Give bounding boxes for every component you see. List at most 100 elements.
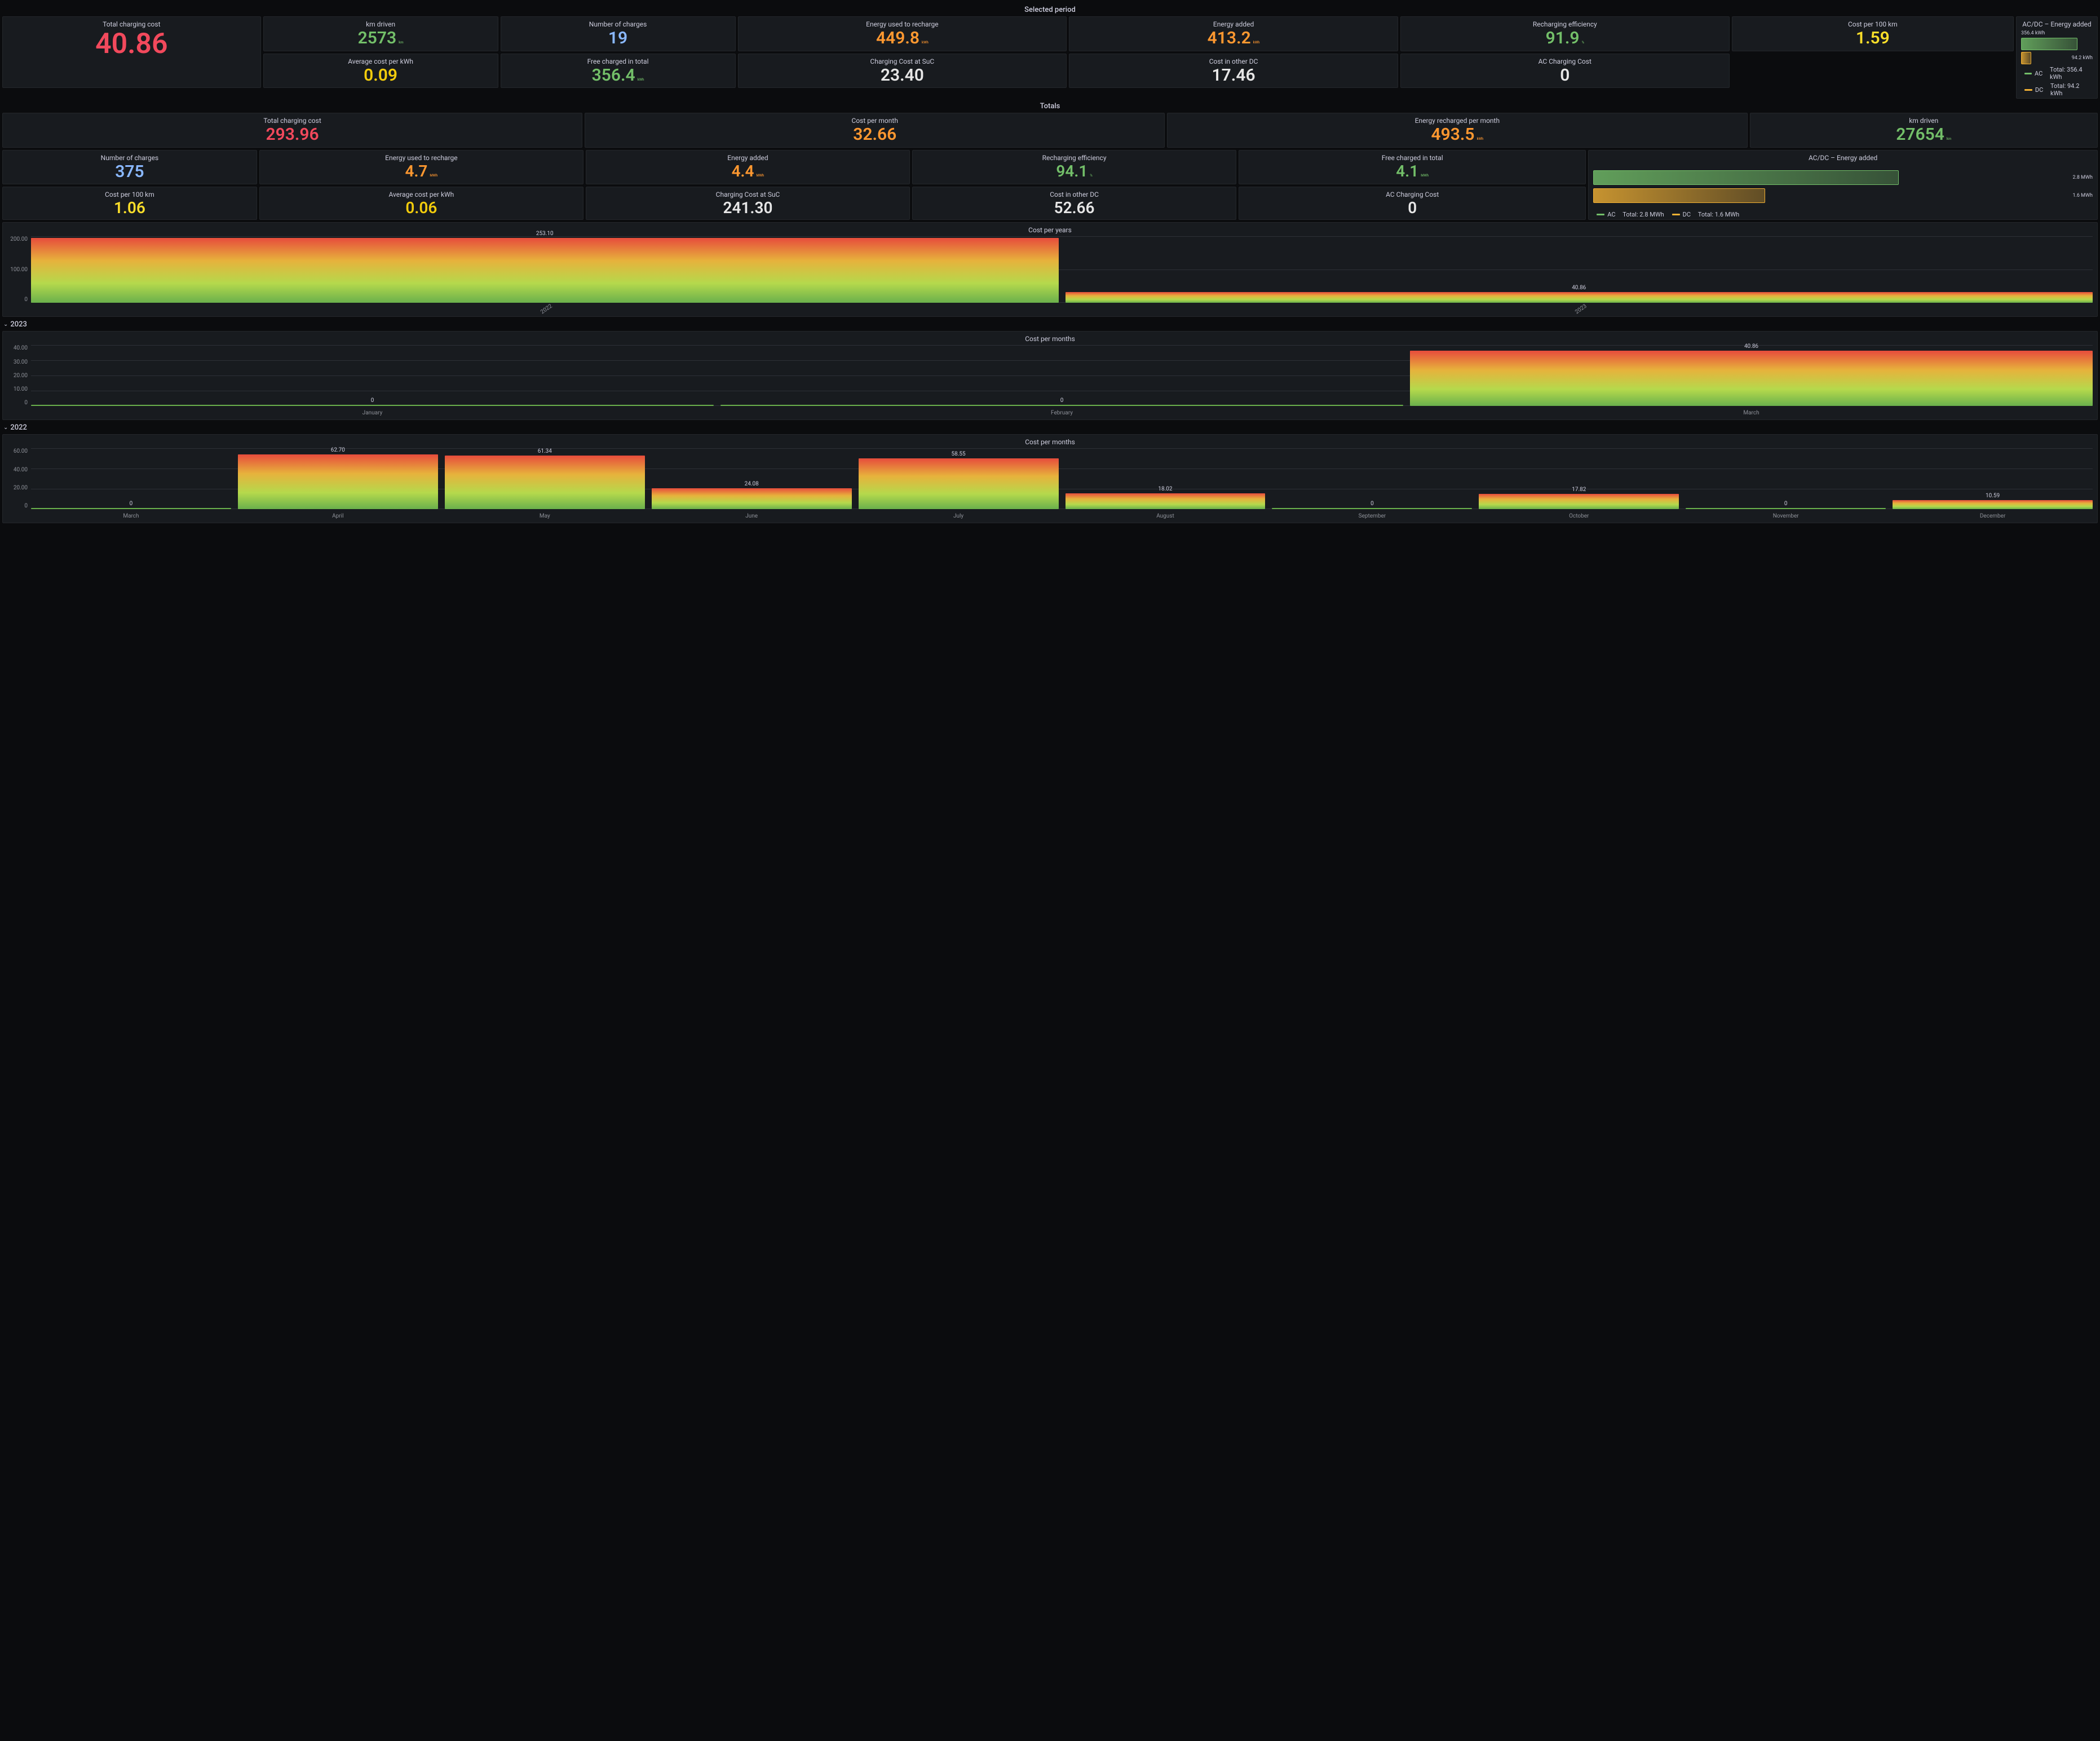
stat-km-driven[interactable]: km driven 2573km [263,16,498,51]
stat-total-cost-totals[interactable]: Total charging cost 293.96 [2,113,582,148]
stat-num-charges-totals[interactable]: Number of charges 375 [2,150,257,185]
bar-value-label: 18.02 [1066,486,1266,492]
bar [1686,508,1886,509]
bar-x-label: 2023 [1158,222,2003,317]
stat-energy-added-totals[interactable]: Energy added 4.4MWh [586,150,910,185]
stat-cost-suc-totals[interactable]: Charging Cost at SuC 241.30 [586,187,910,220]
chart-cost-per-months-2022[interactable]: Cost per months 60.0040.0020.0000March62… [2,434,2098,523]
bar-slot[interactable]: 24.08June [652,448,852,509]
bar-slot[interactable]: 58.55July [859,448,1059,509]
stat-title: Cost in other DC [1209,58,1258,65]
bar-slot[interactable]: 0September [1272,448,1472,509]
stat-value: 493.5 [1431,126,1474,144]
stat-energy-added[interactable]: Energy added 413.2kWh [1069,16,1398,51]
bar-slot[interactable]: 0January [31,345,714,406]
stat-unit: km [1947,138,1951,141]
bar-slot[interactable]: 17.82October [1479,448,1679,509]
bar-slot[interactable]: 253.102022 [31,236,1059,303]
stat-unit: kWh [922,41,929,45]
stat-cost-suc[interactable]: Charging Cost at SuC 23.40 [738,54,1067,89]
swatch-icon [2024,73,2032,74]
stat-value: 32.66 [853,126,896,144]
collapse-toggle-2023[interactable]: ⌄ 2023 [2,317,2098,331]
bar [859,458,1059,509]
stat-title: AC Charging Cost [1386,191,1439,198]
stat-title: Charging Cost at SuC [716,191,780,198]
bar-value-label: 61.34 [445,448,645,454]
stat-value: 27654 [1896,126,1944,144]
stat-title: Cost per 100 km [1848,20,1898,28]
stat-avg-cost-kwh-totals[interactable]: Average cost per kWh 0.06 [259,187,583,220]
bar-slot[interactable]: 10.59December [1893,448,2093,509]
bar-slot[interactable]: 40.862023 [1066,236,2093,303]
stat-title: Average cost per kWh [389,191,454,198]
bar-x-label: August [1066,513,1266,519]
acdc-panel-totals[interactable]: AC/DC – Energy added 2.8 MWh 1.6 MWh AC … [1588,150,2098,220]
bar-x-label: September [1272,513,1472,519]
bar-slot[interactable]: 61.34May [445,448,645,509]
stat-efficiency[interactable]: Recharging efficiency 91.9% [1400,16,1730,51]
bar-value-label: 10.59 [1893,493,2093,499]
stat-value: 19 [608,29,627,47]
stat-ac-cost[interactable]: AC Charging Cost 0 [1400,54,1730,89]
stat-title: Energy added [727,154,768,162]
collapse-toggle-2022[interactable]: ⌄ 2022 [2,420,2098,434]
stat-unit: % [1090,174,1092,178]
stat-km-driven-totals[interactable]: km driven 27654km [1750,113,2098,148]
stat-unit: MWh [757,174,764,178]
stat-num-charges[interactable]: Number of charges 19 [501,16,736,51]
legend-item-dc[interactable]: DC Total: 1.6 MWh [1672,211,1740,218]
stat-title: Number of charges [589,20,647,28]
stat-free-charged[interactable]: Free charged in total 356.4kWh [501,54,736,89]
stat-cost-other-dc-totals[interactable]: Cost in other DC 52.66 [912,187,1236,220]
stat-ac-cost-totals[interactable]: AC Charging Cost 0 [1239,187,1586,220]
bar-slot[interactable]: 0November [1686,448,1886,509]
legend-item-ac[interactable]: AC Total: 2.8 MWh [1597,211,1664,218]
bar-value-label: 40.86 [1066,285,2093,291]
stat-cost-per-100km[interactable]: Cost per 100 km 1.59 [1732,16,2014,51]
bar [1066,292,2093,303]
hbar-ac [2021,38,2077,50]
acdc-panel-selected[interactable]: AC/DC – Energy added 356.4 kWh 94.2 kWh … [2016,16,2098,99]
stat-cost-per-100km-totals[interactable]: Cost per 100 km 1.06 [2,187,257,220]
bar-slot[interactable]: 18.02August [1066,448,1266,509]
legend-item-dc[interactable]: DC Total: 94.2 kWh [2024,82,2093,97]
hbar-ac [1593,170,1899,185]
stat-value: 449.8 [876,29,919,47]
bar-value-label: 0 [1272,501,1472,507]
bar-value-label: 0 [720,397,1403,404]
bar-slot[interactable]: 0March [31,448,231,509]
stat-unit: km [399,41,403,45]
stat-avg-cost-kwh[interactable]: Average cost per kWh 0.09 [263,54,498,89]
stat-value: 94.1 [1056,163,1087,179]
stat-cost-per-month[interactable]: Cost per month 32.66 [585,113,1165,148]
bar-slot[interactable]: 62.70April [238,448,438,509]
stat-value: 4.1 [1396,163,1418,179]
stat-energy-used-totals[interactable]: Energy used to recharge 4.7MWh [259,150,583,185]
stat-total-cost[interactable]: Total charging cost 40.86 [2,16,261,88]
bar [31,238,1059,303]
stat-energy-used[interactable]: Energy used to recharge 449.8kWh [738,16,1067,51]
bar-slot[interactable]: 0February [720,345,1403,406]
stat-free-charged-totals[interactable]: Free charged in total 4.1MWh [1239,150,1586,185]
stat-unit: % [1582,41,1584,45]
stat-cost-other-dc[interactable]: Cost in other DC 17.46 [1069,54,1398,89]
bar-value-label: 17.82 [1479,487,1679,493]
stat-title: km driven [1909,117,1938,125]
bar-value-label: 0 [31,397,714,404]
bar-value-label: 0 [1686,501,1886,507]
stat-value: 356.4 [592,67,635,85]
chart-title: Cost per months [7,335,2093,343]
chart-cost-per-years[interactable]: Cost per years 200.00100.000253.10202240… [2,222,2098,317]
chart-cost-per-months-2023[interactable]: Cost per months 40.0030.0020.0010.0000Ja… [2,331,2098,420]
chart-title: AC/DC – Energy added [2021,20,2093,28]
legend-item-ac[interactable]: AC Total: 356.4 kWh [2024,66,2093,81]
bar-x-label: January [31,410,714,416]
bar-x-label: December [1893,513,2093,519]
stat-efficiency-totals[interactable]: Recharging efficiency 94.1% [912,150,1236,185]
bar-slot[interactable]: 40.86March [1410,345,2093,406]
stat-value: 23.40 [881,67,924,85]
stat-value: 40.86 [95,29,167,59]
stat-energy-per-month[interactable]: Energy recharged per month 493.5kWh [1167,113,1747,148]
stat-value: 0.09 [364,67,397,85]
